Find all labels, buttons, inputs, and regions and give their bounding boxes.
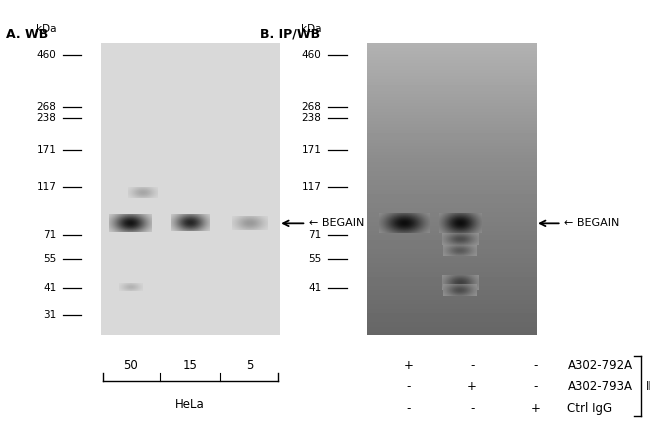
Text: +: +: [531, 402, 541, 415]
Text: -: -: [470, 402, 474, 415]
Text: 71: 71: [308, 230, 322, 240]
Text: +: +: [467, 381, 477, 393]
Text: 238: 238: [36, 113, 57, 123]
Text: B. IP/WB: B. IP/WB: [260, 28, 320, 41]
Text: 15: 15: [183, 359, 198, 372]
Text: A302-792A: A302-792A: [567, 359, 632, 372]
Text: 171: 171: [36, 145, 57, 155]
Text: 268: 268: [302, 102, 322, 112]
Text: IP: IP: [645, 381, 650, 393]
Text: -: -: [406, 402, 411, 415]
Text: 5: 5: [246, 359, 254, 372]
Text: -: -: [406, 381, 411, 393]
Text: ← BEGAIN: ← BEGAIN: [309, 218, 365, 228]
Text: Ctrl IgG: Ctrl IgG: [567, 402, 612, 415]
Text: 238: 238: [302, 113, 322, 123]
Text: ← BEGAIN: ← BEGAIN: [564, 218, 620, 228]
Text: -: -: [534, 381, 538, 393]
Text: A. WB: A. WB: [6, 28, 49, 41]
Text: 117: 117: [36, 182, 57, 192]
Text: 460: 460: [302, 50, 322, 60]
Text: kDa: kDa: [36, 24, 57, 34]
Text: -: -: [534, 359, 538, 372]
Text: 71: 71: [44, 230, 57, 240]
Text: A302-793A: A302-793A: [567, 381, 632, 393]
Text: 55: 55: [44, 255, 57, 264]
Text: 41: 41: [44, 283, 57, 293]
Text: 171: 171: [302, 145, 322, 155]
Text: 460: 460: [37, 50, 57, 60]
Text: +: +: [404, 359, 413, 372]
Text: 41: 41: [308, 283, 322, 293]
Text: 117: 117: [302, 182, 322, 192]
Text: -: -: [470, 359, 474, 372]
Text: kDa: kDa: [301, 24, 322, 34]
Text: 31: 31: [44, 310, 57, 319]
Text: 268: 268: [36, 102, 57, 112]
Text: HeLa: HeLa: [176, 397, 205, 411]
Text: 50: 50: [123, 359, 138, 372]
Text: 55: 55: [308, 255, 322, 264]
